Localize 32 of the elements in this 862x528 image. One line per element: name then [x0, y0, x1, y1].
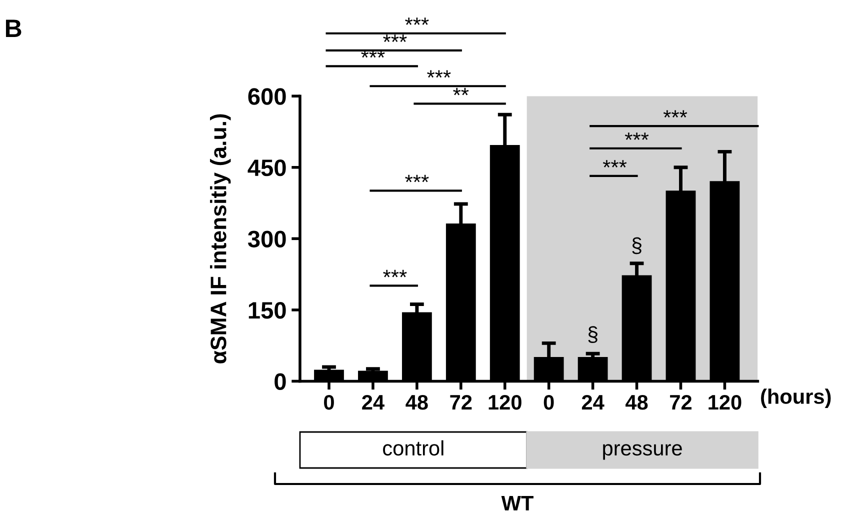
text: pressure	[603, 444, 682, 460]
x-tick-label: 120	[488, 394, 522, 410]
annotation: ***	[602, 160, 627, 168]
text: B	[6, 20, 22, 37]
x-tick-label: 72	[670, 394, 692, 410]
x-tick-label: 24	[582, 394, 604, 410]
x-tick-label: 0	[544, 394, 554, 410]
text: ***	[427, 70, 451, 78]
annotation: ***	[624, 132, 649, 140]
x-tick-label: 120	[708, 394, 742, 410]
x-tick-label: 48	[626, 394, 648, 410]
y-tick-label: 150	[248, 302, 286, 319]
y-tick-label: 300	[248, 230, 286, 248]
annotation: ***	[383, 270, 407, 278]
text: ***	[405, 18, 429, 25]
text: control	[383, 440, 444, 456]
y-axis-title: αSMA IF intensitiy (a.u.)	[210, 114, 231, 364]
annotation: §	[632, 237, 642, 254]
text: WT	[501, 496, 534, 510]
y-tick-label: 0	[274, 373, 286, 390]
x-tick-label: 0	[324, 394, 334, 410]
annotation: §	[588, 326, 598, 344]
annotation: ***	[663, 110, 688, 118]
x-axis-title: (hours)	[761, 388, 831, 408]
annotation: ***	[405, 174, 429, 182]
y-tick-label: 600	[248, 88, 286, 105]
x-tick-label: 48	[406, 394, 428, 410]
x-tick-label: 72	[450, 394, 472, 410]
text: ***	[383, 34, 407, 42]
y-tick-label: 450	[248, 159, 286, 176]
text: **	[453, 88, 469, 96]
x-tick-label: 24	[362, 394, 384, 410]
